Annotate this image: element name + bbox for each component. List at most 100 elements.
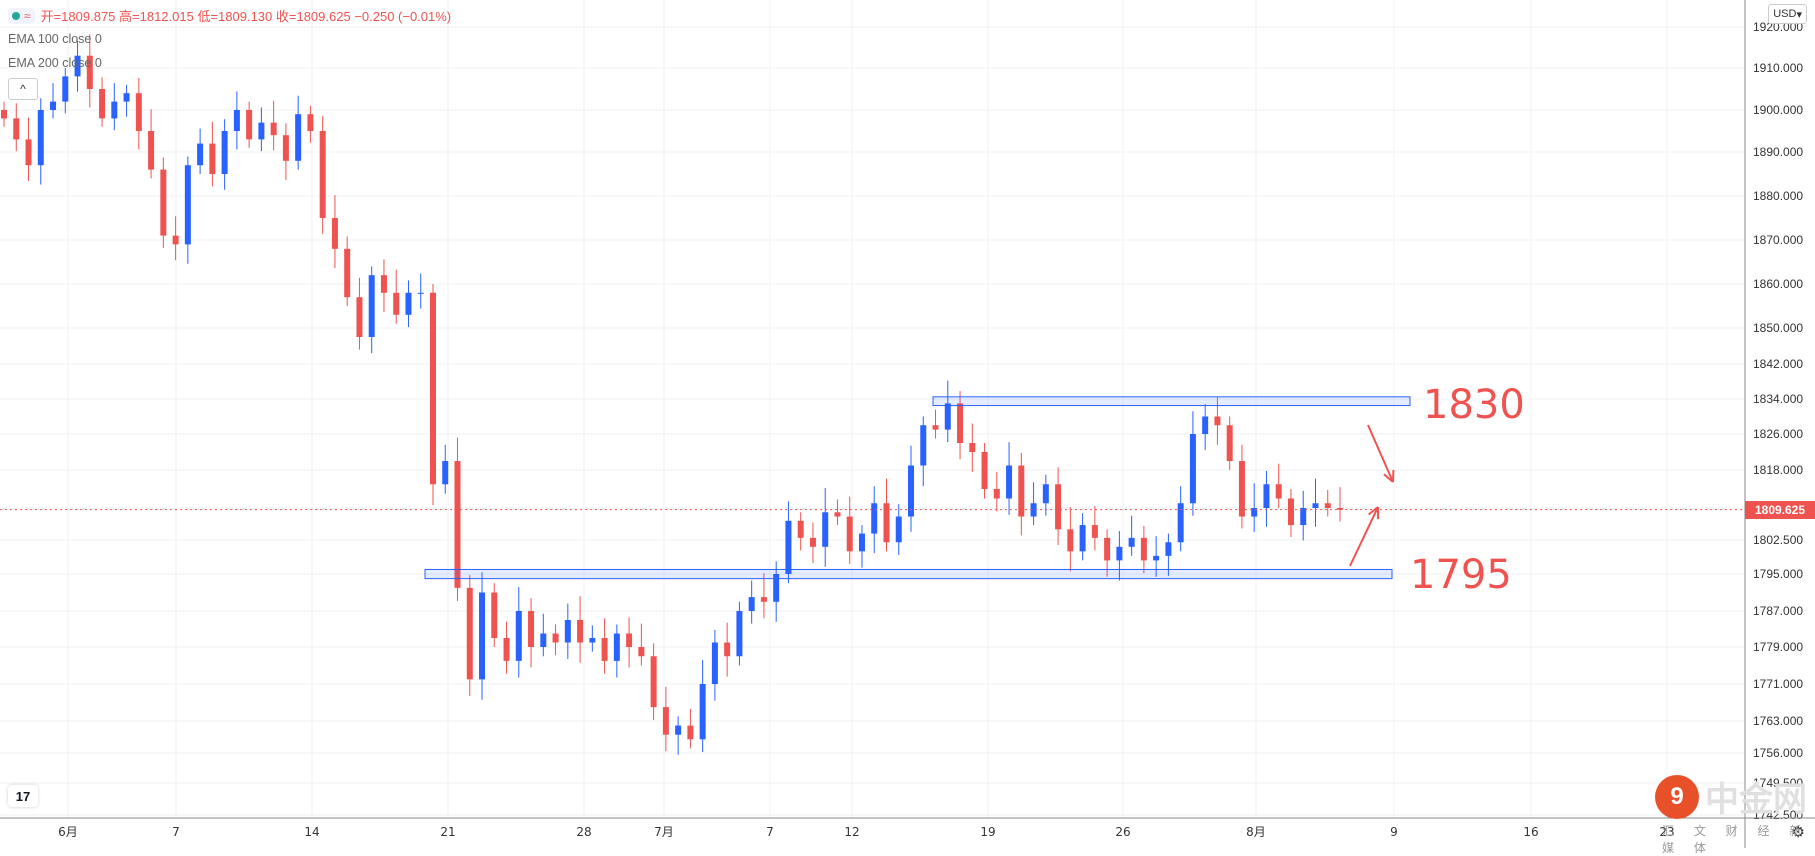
- currency-button[interactable]: USD ▾: [1768, 4, 1807, 24]
- candle-body: [663, 707, 669, 735]
- candle-body: [638, 647, 644, 656]
- y-tick-label: 1787.000: [1753, 604, 1803, 618]
- candle-body: [1104, 538, 1110, 561]
- candle-body: [1116, 547, 1122, 561]
- y-tick-label: 1771.000: [1753, 677, 1803, 691]
- candle-body: [479, 593, 485, 680]
- candle-body: [896, 517, 902, 543]
- candle-body: [1288, 499, 1294, 526]
- y-tick-label: 1779.000: [1753, 640, 1803, 654]
- candle-body: [516, 611, 522, 661]
- ohlc-legend: ≈ 开=1809.875 高=1812.015 低=1809.130 收=180…: [8, 6, 451, 25]
- candle-body: [565, 620, 571, 643]
- chevron-up-icon: ^: [20, 82, 26, 96]
- candle-body: [920, 425, 926, 465]
- candle-body: [38, 110, 44, 165]
- candle-body: [369, 275, 375, 337]
- candle-body: [491, 593, 497, 639]
- candle-body: [381, 275, 387, 293]
- candle-body: [553, 634, 559, 643]
- tradingview-logo-icon[interactable]: 17: [8, 785, 38, 807]
- support-annotation-label: 1795: [1410, 552, 1512, 598]
- candle-body: [442, 461, 448, 484]
- x-tick-label: 14: [304, 825, 319, 839]
- x-tick-label: 16: [1523, 825, 1538, 839]
- candle-body: [945, 403, 951, 429]
- candle-body: [13, 118, 19, 139]
- x-tick-label: 21: [440, 825, 455, 839]
- candle-body: [969, 443, 975, 452]
- y-tick-label: 1850.000: [1753, 321, 1803, 335]
- y-tick-label: 1834.000: [1753, 392, 1803, 406]
- candle-body: [761, 597, 767, 602]
- candle-body: [258, 123, 264, 140]
- candle-body: [26, 139, 32, 165]
- candle-body: [810, 538, 816, 547]
- candle-body: [1165, 542, 1171, 556]
- symbol-pill[interactable]: ≈: [8, 8, 35, 24]
- candle-body: [651, 656, 657, 707]
- x-tick-label: 12: [844, 825, 859, 839]
- candle-body: [271, 123, 277, 136]
- candle-body: [859, 534, 865, 552]
- candle-body: [602, 638, 608, 661]
- candle-body: [1141, 538, 1147, 561]
- candle-body: [246, 110, 252, 139]
- candle-body: [222, 131, 228, 174]
- candle-body: [418, 293, 424, 294]
- watermark-sub: 汇 文 财 经 新 媒 体: [1662, 822, 1815, 856]
- zone-rect-1795: [425, 569, 1392, 578]
- candle-body: [1067, 529, 1073, 551]
- resistance-annotation-label: 1830: [1423, 382, 1525, 428]
- candle-body: [540, 634, 546, 648]
- candle-body: [1202, 417, 1208, 435]
- x-tick-label: 7: [172, 825, 180, 839]
- last-price-tag: 1809.625: [1745, 501, 1815, 519]
- candle-body: [197, 144, 203, 166]
- candle-body: [307, 114, 313, 131]
- candle-body: [994, 489, 1000, 499]
- y-tick-label: 1826.000: [1753, 427, 1803, 441]
- x-tick-label: 9: [1390, 825, 1398, 839]
- indicator-ema-100[interactable]: EMA 100 close 0: [8, 32, 102, 46]
- candle-body: [455, 461, 461, 588]
- y-tick-label: 1818.000: [1753, 463, 1803, 477]
- candle-body: [62, 76, 68, 101]
- candle-body: [1276, 484, 1282, 498]
- candle-body: [356, 297, 362, 337]
- up-arrow: [1350, 507, 1378, 566]
- indicator-ema-200[interactable]: EMA 200 close 0: [8, 56, 102, 70]
- x-tick-label: 19: [980, 825, 995, 839]
- candle-body: [822, 512, 828, 547]
- candle-body: [467, 588, 473, 680]
- candle-body: [1006, 466, 1012, 499]
- candle-body: [1153, 556, 1159, 561]
- candle-body: [528, 611, 534, 647]
- candle-body: [1129, 538, 1135, 547]
- candle-body: [1043, 484, 1049, 503]
- watermark-brand: 中金网: [1705, 772, 1807, 821]
- candle-body: [160, 170, 166, 236]
- candle-body: [687, 726, 693, 740]
- y-tick-label: 1890.000: [1753, 145, 1803, 159]
- candle-body: [1239, 461, 1245, 517]
- x-tick-label: 8月: [1246, 825, 1266, 839]
- y-tick-label: 1756.000: [1753, 746, 1803, 760]
- candle-body: [124, 93, 130, 101]
- candle-body: [283, 135, 289, 161]
- y-tick-label: 1795.000: [1753, 567, 1803, 581]
- candle-body: [1300, 508, 1306, 525]
- x-tick-label: 7月: [654, 825, 674, 839]
- ohlc-values: 开=1809.875 高=1812.015 低=1809.130 收=1809.…: [41, 6, 452, 25]
- wave-icon: ≈: [24, 9, 31, 23]
- candle-body: [712, 643, 718, 685]
- candle-body: [933, 425, 939, 429]
- chevron-down-icon: ▾: [1796, 8, 1802, 21]
- candle-body: [1214, 417, 1220, 426]
- candle-body: [724, 643, 730, 657]
- x-tick-label: 26: [1115, 825, 1130, 839]
- collapse-legend-button[interactable]: ^: [8, 78, 38, 100]
- candle-body: [847, 517, 853, 552]
- candle-body: [982, 452, 988, 489]
